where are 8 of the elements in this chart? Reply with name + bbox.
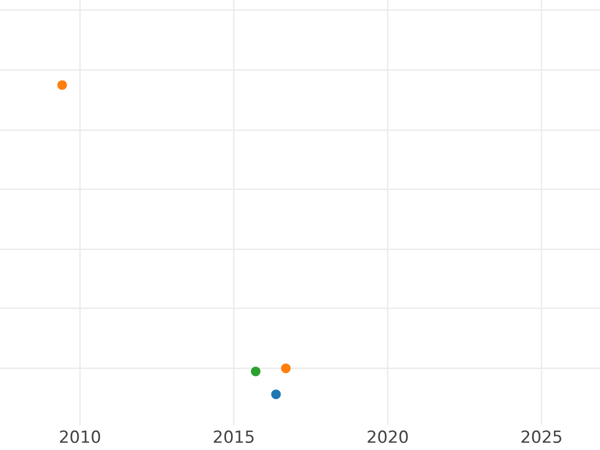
point [280,363,291,374]
x-tick-label: 2010 [60,430,100,444]
point [271,389,281,400]
x-tick-label: 2015 [214,430,254,444]
x-tick-label: 2025 [522,430,562,444]
x-tick-label: 2020 [368,430,408,444]
point [57,80,68,90]
point [250,366,261,376]
